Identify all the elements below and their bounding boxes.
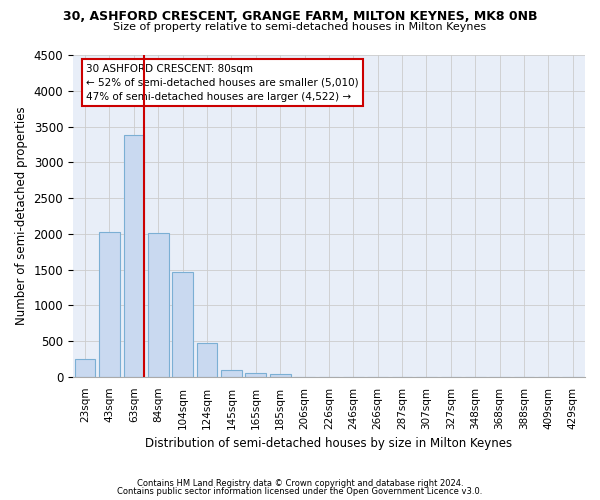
Text: 30, ASHFORD CRESCENT, GRANGE FARM, MILTON KEYNES, MK8 0NB: 30, ASHFORD CRESCENT, GRANGE FARM, MILTO… [63, 10, 537, 23]
Bar [172, 272, 193, 377]
Bar [148, 233, 169, 377]
Bar [124, 135, 144, 377]
Text: Contains public sector information licensed under the Open Government Licence v3: Contains public sector information licen… [118, 487, 482, 496]
Text: 30 ASHFORD CRESCENT: 80sqm
← 52% of semi-detached houses are smaller (5,010)
47%: 30 ASHFORD CRESCENT: 80sqm ← 52% of semi… [86, 64, 359, 102]
Bar [99, 232, 120, 377]
Bar [197, 343, 217, 377]
X-axis label: Distribution of semi-detached houses by size in Milton Keynes: Distribution of semi-detached houses by … [145, 437, 512, 450]
Bar [221, 370, 242, 377]
Bar [270, 374, 290, 377]
Text: Size of property relative to semi-detached houses in Milton Keynes: Size of property relative to semi-detach… [113, 22, 487, 32]
Bar [75, 359, 95, 377]
Text: Contains HM Land Registry data © Crown copyright and database right 2024.: Contains HM Land Registry data © Crown c… [137, 478, 463, 488]
Bar [245, 373, 266, 377]
Y-axis label: Number of semi-detached properties: Number of semi-detached properties [15, 106, 28, 325]
